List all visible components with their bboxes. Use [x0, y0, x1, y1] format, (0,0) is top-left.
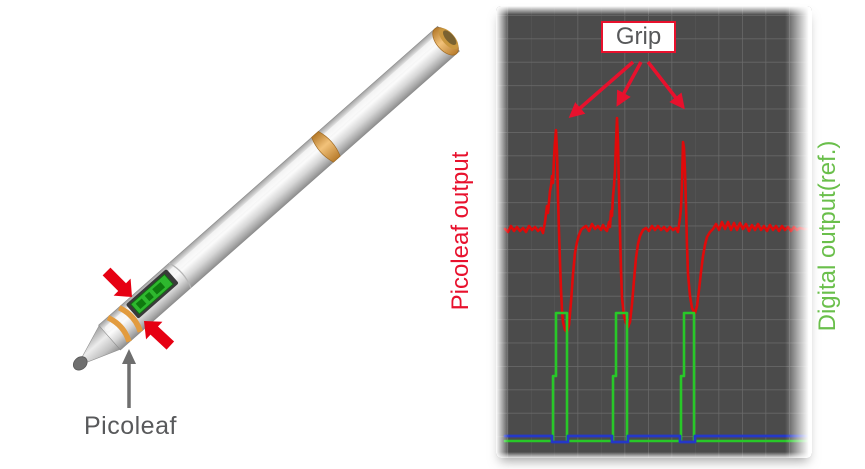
ylabel-picoleaf-output: Picoleaf output — [447, 151, 474, 311]
grip-arrow-3-icon — [646, 60, 685, 110]
trace-reference-baseline — [503, 434, 810, 444]
red-arrow-upper-icon — [102, 267, 132, 297]
picoleaf-label: Picoleaf — [84, 412, 177, 440]
stylus-pen-illustration — [72, 25, 460, 408]
pen-barrel-highlight — [104, 32, 443, 332]
grip-arrow-2-icon — [616, 61, 643, 107]
pen-body — [72, 25, 460, 371]
sensor-chip — [144, 291, 154, 302]
trace-digital-output-ref — [503, 311, 810, 443]
picoleaf-pointer-arrow — [122, 349, 136, 408]
sensor-chip — [152, 281, 166, 295]
grip-annotation-box: Grip — [601, 21, 676, 53]
coil-ring — [106, 315, 132, 343]
trace-picoleaf-output — [503, 116, 810, 334]
red-arrow-lower-icon — [144, 321, 175, 350]
pen-end-cap-center — [443, 30, 457, 45]
chart-traces — [503, 116, 810, 444]
grip-annotation-text: Grip — [615, 23, 662, 50]
chart-grid — [496, 6, 812, 458]
grip-arrow-1-icon — [568, 60, 635, 119]
pen-tip-cap — [72, 356, 88, 371]
sensor-callout-arrows — [102, 267, 175, 350]
pen-seam — [168, 262, 192, 289]
coil-ring — [117, 305, 143, 333]
pen-gold-band — [311, 131, 341, 163]
grip-annotation-arrows — [568, 60, 685, 119]
gray-arrowhead-icon — [122, 349, 136, 364]
ylabel-digital-output: Digital output(ref.) — [814, 140, 841, 332]
oscilloscope-chart — [496, 6, 812, 458]
chart-canvas — [496, 6, 812, 458]
sensor-chip — [135, 298, 147, 310]
